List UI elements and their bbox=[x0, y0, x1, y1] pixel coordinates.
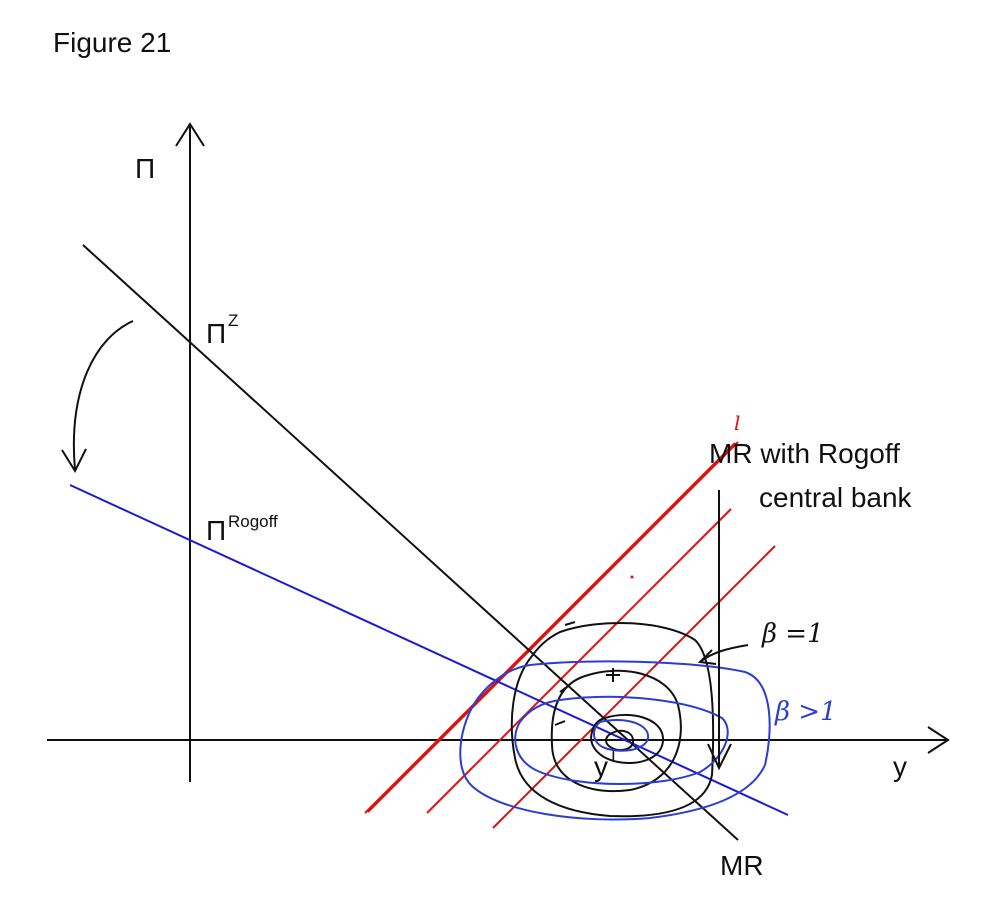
y-axis-label: Π bbox=[135, 153, 155, 184]
mr-line bbox=[82, 244, 739, 841]
pi-rogoff-label: Π Rogoff bbox=[206, 512, 278, 546]
beta-one-pointer-head bbox=[697, 649, 717, 665]
x-axis-label: y bbox=[893, 751, 907, 782]
phillips-curve-1b bbox=[367, 441, 739, 813]
blue-contour-middle bbox=[514, 695, 729, 785]
black-contour-inner bbox=[590, 713, 665, 764]
pi-z-main: Π bbox=[206, 318, 226, 349]
pi-rogoff-sup: Rogoff bbox=[228, 512, 278, 531]
black-contours bbox=[510, 621, 715, 818]
y-one-label: y I bbox=[594, 747, 616, 782]
rotation-arrow bbox=[73, 320, 134, 471]
black-contour-outer bbox=[510, 621, 715, 818]
mr-label: MR bbox=[720, 850, 764, 881]
rotation-arrowhead bbox=[61, 448, 87, 474]
black-contour-middle bbox=[550, 669, 682, 792]
y-axis-arrowhead bbox=[175, 122, 205, 147]
mr-rogoff-line bbox=[69, 484, 789, 816]
blue-contour-inner bbox=[593, 718, 650, 752]
axes bbox=[47, 122, 950, 782]
phillips-curves bbox=[364, 441, 776, 829]
beta-one-label: β =1 bbox=[761, 619, 824, 649]
red-dot bbox=[630, 575, 634, 579]
pi-rogoff-main: Π bbox=[206, 515, 226, 546]
red-mark: l bbox=[734, 411, 740, 435]
y-one-main: y bbox=[594, 751, 608, 782]
contour-tick-marks bbox=[554, 621, 620, 726]
black-contour-core bbox=[605, 729, 635, 751]
mr-rogoff-label-line1: MR with Rogoff bbox=[709, 438, 900, 469]
pi-z-label: Π Z bbox=[206, 311, 238, 349]
blue-contours bbox=[459, 660, 771, 821]
y-one-sup: I bbox=[611, 747, 616, 766]
mr-rogoff-label-line2: central bank bbox=[759, 482, 913, 513]
pi-z-sup: Z bbox=[228, 311, 238, 330]
blue-contour-outer bbox=[459, 660, 771, 821]
beta-gt-one-label: β >1 bbox=[774, 697, 837, 727]
phillips-curve-3 bbox=[492, 545, 776, 829]
figure-title: Figure 21 bbox=[53, 27, 171, 58]
down-arrow-head bbox=[707, 743, 732, 771]
x-axis-arrowhead bbox=[927, 726, 950, 754]
phillips-curve-1a bbox=[364, 442, 736, 814]
